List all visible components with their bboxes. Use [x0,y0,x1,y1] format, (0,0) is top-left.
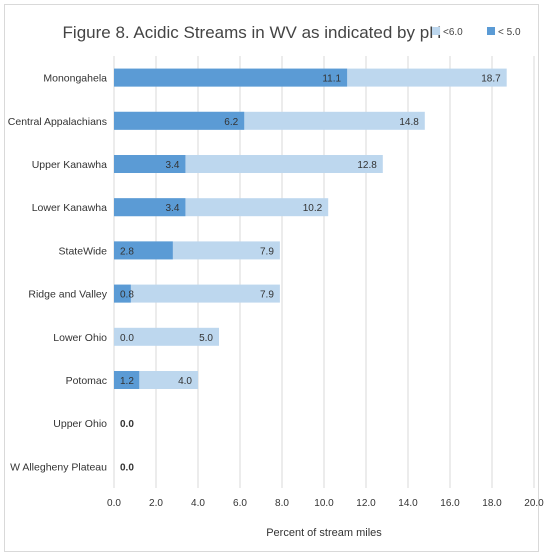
x-tick-label: 8.0 [275,498,289,509]
data-label-lt5: 6.2 [224,117,238,128]
data-label-lt5: 2.8 [120,246,134,257]
bar-lt6 [114,284,280,303]
x-axis-title: Percent of stream miles [266,527,382,539]
x-tick-label: 18.0 [482,498,502,509]
bar-lt6 [114,327,219,346]
x-tick-label: 14.0 [398,498,418,509]
legend-swatch-lt5 [487,27,495,35]
bar-lt5 [114,284,131,303]
category-label: Ridge and Valley [28,289,107,301]
legend-label-lt6: <6.0 [443,27,463,38]
data-label-lt6: 7.9 [260,290,274,301]
category-label: Lower Kanawha [32,202,107,214]
data-label-lt5: 3.4 [165,203,179,214]
data-label-lt6: 18.7 [481,74,501,85]
category-label: Upper Ohio [53,418,107,430]
x-tick-label: 12.0 [356,498,376,509]
bar-lt5 [114,111,245,130]
category-label: Central Appalachians [8,116,107,128]
category-labels: Monongahela Central Appalachians Upper Kan… [8,73,108,474]
legend-swatch-lt6 [432,27,440,35]
x-tick-label: 4.0 [191,498,205,509]
data-label-lt6: 5.0 [199,333,213,344]
x-tick-label: 20.0 [524,498,544,509]
bar-lt5 [114,155,186,173]
category-label: Lower Ohio [53,332,107,344]
bars [114,68,507,389]
x-tick-labels: 0.0 2.0 4.0 6.0 8.0 10.0 12.0 14.0 16.0 18.0 20.0 [107,498,544,509]
bar-lt5 [114,198,186,217]
category-label: Monongahela [43,73,107,85]
legend: <6.0 < 5.0 [432,27,521,38]
category-label: StateWide [59,245,108,257]
bar-lt5 [114,371,140,389]
category-label: Upper Kanawha [32,159,107,171]
x-tick-label: 0.0 [107,498,121,509]
legend-label-lt5: < 5.0 [498,27,521,38]
x-tick-label: 10.0 [314,498,334,509]
data-label-lt6: 7.9 [260,246,274,257]
chart-title: Figure 8. Acidic Streams in WV as indica… [63,23,442,42]
data-label-lt6: 4.0 [178,376,192,387]
data-label-lt5: 0.0 [120,462,134,473]
data-label-lt5: 1.2 [120,376,134,387]
data-label-lt6: 14.8 [399,117,419,128]
category-label: Potomac [66,375,107,387]
bar-lt5 [114,68,348,87]
data-label-lt5: 11.1 [322,74,341,85]
bar-lt5 [114,241,173,260]
data-label-lt5: 0.0 [120,419,134,430]
x-tick-label: 6.0 [233,498,247,509]
data-label-lt5: 3.4 [165,160,179,171]
data-labels: 18.7 11.1 14.8 6.2 12.8 3.4 10.2 3.4 7.9 2.8 7.9 0.… [120,74,501,474]
data-label-lt6: 12.8 [357,160,377,171]
x-tick-label: 16.0 [440,498,460,509]
data-label-lt6: 10.2 [303,203,323,214]
x-tick-label: 2.0 [149,498,163,509]
category-label: W Allegheny Plateau [10,461,107,473]
data-label-lt5: 0.0 [120,333,134,344]
data-label-lt5: 0.8 [120,290,134,301]
